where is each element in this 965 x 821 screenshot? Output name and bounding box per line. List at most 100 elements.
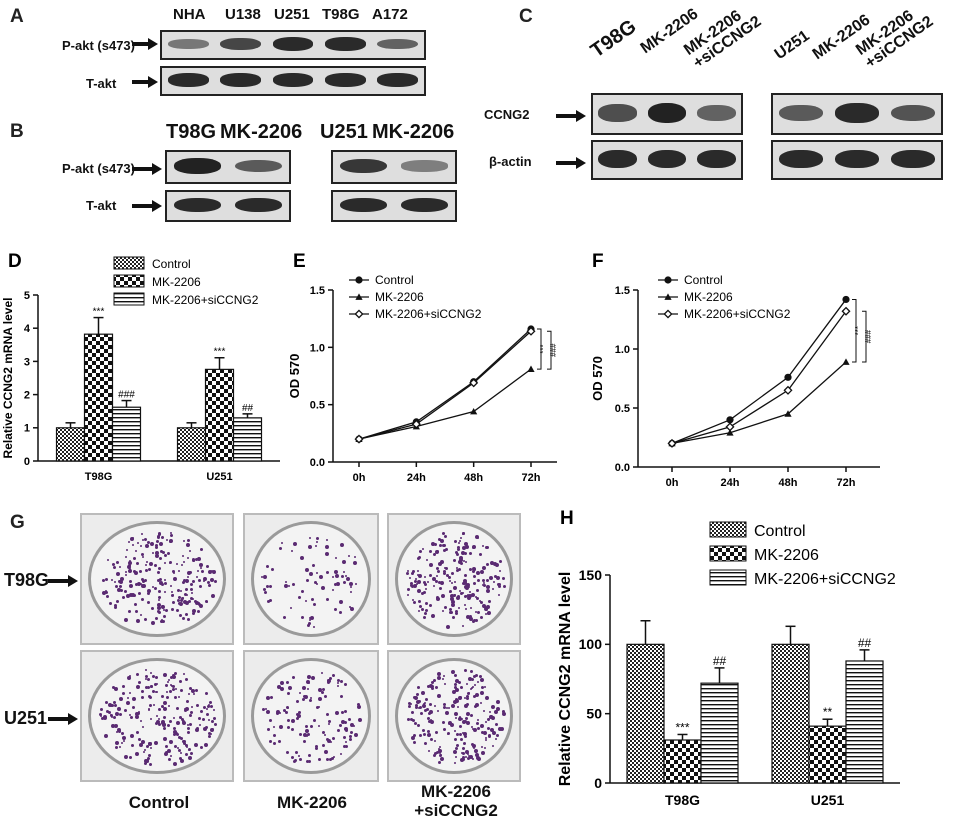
colony-dot	[114, 703, 118, 707]
colony-dot	[460, 758, 465, 763]
colony-dot	[425, 707, 429, 711]
colony-dot	[320, 671, 323, 674]
colony-dot	[464, 749, 469, 754]
colony-dot	[453, 761, 456, 764]
colony-dot	[460, 751, 463, 754]
colony-dot	[296, 699, 300, 703]
colony-dot	[477, 611, 481, 615]
point	[411, 419, 421, 429]
colony-dot	[467, 757, 471, 761]
colony-dot	[142, 583, 147, 588]
colony-dot	[119, 713, 123, 717]
colony-dot	[109, 601, 113, 605]
lane-label-mk2206: MK-2206	[220, 121, 303, 143]
colony-dot	[495, 707, 500, 712]
colony-dot	[467, 692, 471, 696]
colony-dot	[170, 683, 173, 686]
colony-dot	[454, 717, 457, 720]
colony-dot	[454, 698, 458, 702]
colony-dot	[207, 704, 211, 708]
colony-dot	[465, 608, 468, 611]
colony-dot	[186, 543, 191, 548]
y-tick-label: 0.0	[310, 457, 325, 469]
colony-dot	[473, 619, 477, 623]
colony-dot	[119, 746, 122, 749]
colony-dot	[450, 594, 455, 599]
colony-dot	[266, 709, 271, 714]
blot-a-t-akt	[160, 66, 426, 96]
blot-band	[167, 73, 209, 87]
colony-dot	[449, 589, 453, 593]
colony-dot	[413, 733, 417, 737]
series-line	[671, 361, 847, 445]
colony-dot	[121, 691, 125, 695]
colony-dot	[106, 559, 109, 562]
colony-dot	[333, 569, 338, 574]
colony-dot	[263, 575, 268, 580]
colony-dot	[146, 757, 150, 761]
colony-dot	[145, 677, 148, 680]
significance-mark: ***	[854, 326, 863, 335]
colony-dot	[182, 540, 185, 543]
colony-dot	[435, 580, 439, 584]
colony-dot	[144, 749, 147, 752]
colony-dot	[431, 542, 436, 547]
colony-dot	[213, 708, 215, 711]
colony-dot	[424, 601, 428, 605]
colony-dot	[199, 710, 203, 714]
colony-dot	[313, 718, 317, 722]
colony-dot	[185, 678, 189, 682]
sig-bracket	[547, 330, 552, 370]
colony-dot	[308, 753, 312, 757]
colony-dot	[447, 576, 451, 580]
colony-dot	[458, 568, 462, 572]
colony-dot	[474, 596, 477, 599]
x-tick-label: 24h	[407, 472, 426, 484]
blot-band	[234, 159, 283, 173]
colony-dot	[455, 679, 460, 684]
colony-dot	[307, 545, 312, 550]
colony-dot	[311, 564, 315, 568]
colony-dot	[132, 537, 135, 540]
colony-dot	[415, 693, 419, 696]
colony-dot	[195, 576, 198, 579]
colony-dot	[135, 550, 138, 553]
colony-dot	[105, 577, 109, 581]
colony-dot	[147, 708, 150, 711]
blot-band	[272, 73, 314, 87]
colony-dot	[421, 607, 425, 611]
colony-dot	[157, 606, 162, 610]
colony-dot	[482, 730, 487, 735]
colony-dot	[451, 703, 456, 708]
colony-dot	[143, 579, 147, 583]
colony-dot	[144, 618, 148, 622]
colony-dot	[344, 721, 348, 725]
colony-dot	[126, 675, 131, 680]
colony-dot	[458, 556, 463, 561]
colony-dot	[474, 683, 477, 686]
colony-dot	[301, 589, 305, 593]
colony-dot	[179, 680, 183, 684]
x-tick-label: U251	[206, 471, 232, 483]
colony-dot	[429, 683, 434, 688]
colony-dot	[195, 727, 199, 731]
colony-dot	[111, 685, 115, 689]
colony-dot	[132, 594, 136, 598]
colony-dot	[120, 742, 123, 745]
colony-dot	[135, 730, 139, 734]
colony-dot	[151, 551, 154, 554]
colony-dot	[474, 702, 479, 707]
colony-dot	[461, 720, 466, 725]
colony-dot	[453, 749, 457, 754]
colony-dot	[149, 562, 154, 567]
colony-dot	[192, 558, 196, 562]
colony-dot	[486, 717, 490, 721]
colony-dot	[470, 688, 473, 691]
colony-dot	[488, 734, 492, 738]
colony-dot	[289, 607, 292, 610]
colony-dot	[156, 682, 159, 685]
colony-dot	[467, 676, 472, 681]
colony-dot	[163, 751, 168, 756]
colony-dot	[426, 733, 431, 738]
colony-dot	[439, 580, 444, 585]
